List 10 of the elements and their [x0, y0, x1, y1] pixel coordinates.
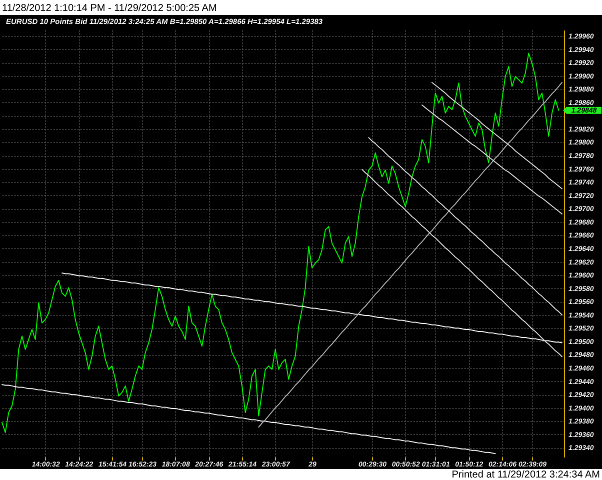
chart-title: 11/28/2012 1:10:14 PM - 11/29/2012 5:00:25 AM	[2, 3, 217, 14]
line-series	[362, 168, 562, 358]
text: Printed at 11/29/2012 3:24:34 AM	[452, 470, 600, 480]
line-series	[422, 104, 562, 214]
line-series	[432, 82, 562, 190]
line-series	[2, 384, 496, 454]
line-series	[258, 82, 562, 428]
line-series	[368, 137, 562, 316]
line-series	[62, 272, 562, 344]
line-series	[2, 52, 560, 433]
